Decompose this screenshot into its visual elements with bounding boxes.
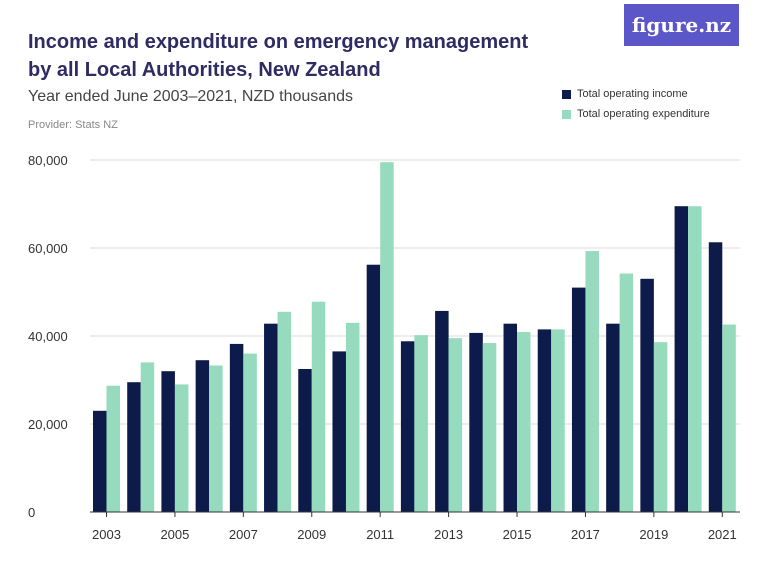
bar-expenditure <box>619 273 634 512</box>
bar-expenditure <box>140 362 155 512</box>
bar-income <box>298 369 312 512</box>
x-tick-label: 2019 <box>639 527 668 542</box>
bar-income <box>640 278 654 512</box>
y-tick-label: 40,000 <box>28 329 68 344</box>
bar-expenditure <box>585 251 599 512</box>
y-tick-label: 80,000 <box>28 153 68 168</box>
y-tick-label: 0 <box>28 505 35 520</box>
bar-expenditure <box>174 384 189 512</box>
bar-income <box>93 410 107 512</box>
bar-expenditure <box>311 301 326 512</box>
y-tick-label: 20,000 <box>28 417 68 432</box>
legend-label-income: Total operating income <box>577 88 688 100</box>
bar-income <box>332 351 346 512</box>
bar-expenditure <box>551 329 565 512</box>
bar-income <box>606 323 620 512</box>
bar-expenditure <box>380 162 394 512</box>
bar-expenditure <box>277 311 292 512</box>
x-tick-label: 2007 <box>229 527 258 542</box>
y-tick-label: 60,000 <box>28 241 68 256</box>
x-tick-label: 2009 <box>297 527 326 542</box>
bar-income <box>161 371 175 512</box>
bar-expenditure <box>414 335 428 512</box>
bar-income <box>195 360 210 512</box>
bar-income <box>127 382 141 512</box>
bar-expenditure <box>106 385 120 512</box>
legend-label-expenditure: Total operating expenditure <box>577 108 710 120</box>
bar-income <box>366 264 381 512</box>
bar-income <box>571 287 586 512</box>
bar-income <box>400 341 415 512</box>
bar-expenditure <box>722 324 736 512</box>
bar-income <box>674 206 689 512</box>
chart-subtitle: Year ended June 2003–2021, NZD thousands <box>28 88 353 105</box>
bar-expenditure <box>345 322 360 512</box>
legend-item-income: Total operating income <box>562 84 710 104</box>
bar-expenditure <box>448 338 463 512</box>
x-tick-label: 2013 <box>434 527 463 542</box>
bar-income <box>708 242 723 512</box>
bar-expenditure <box>209 365 223 512</box>
x-tick-label: 2003 <box>92 527 121 542</box>
x-tick-label: 2011 <box>366 527 394 542</box>
bar-income <box>264 323 278 512</box>
bar-income <box>469 332 483 512</box>
legend-item-expenditure: Total operating expenditure <box>562 104 710 124</box>
x-tick-label: 2017 <box>571 527 600 542</box>
bar-income <box>503 323 518 512</box>
bar-expenditure <box>482 343 497 512</box>
x-tick-label: 2015 <box>503 527 532 542</box>
chart-title: Income and expenditure on emergency mana… <box>28 31 529 81</box>
chart-legend: Total operating income Total operating e… <box>562 84 710 124</box>
bar-income <box>229 343 244 512</box>
bar-income <box>435 310 449 512</box>
bar-expenditure <box>653 342 668 512</box>
bar-expenditure <box>243 353 257 512</box>
bar-expenditure <box>517 332 531 512</box>
bar-income <box>537 329 552 512</box>
x-tick-label: 2021 <box>708 527 737 542</box>
provider-note: Provider: Stats NZ <box>28 119 118 131</box>
legend-swatch-income <box>562 89 571 99</box>
bar-expenditure <box>688 206 702 512</box>
legend-swatch-expenditure <box>562 109 571 119</box>
figure-nz-logo[interactable]: figure.nz <box>624 4 739 46</box>
x-tick-label: 2005 <box>160 527 189 542</box>
